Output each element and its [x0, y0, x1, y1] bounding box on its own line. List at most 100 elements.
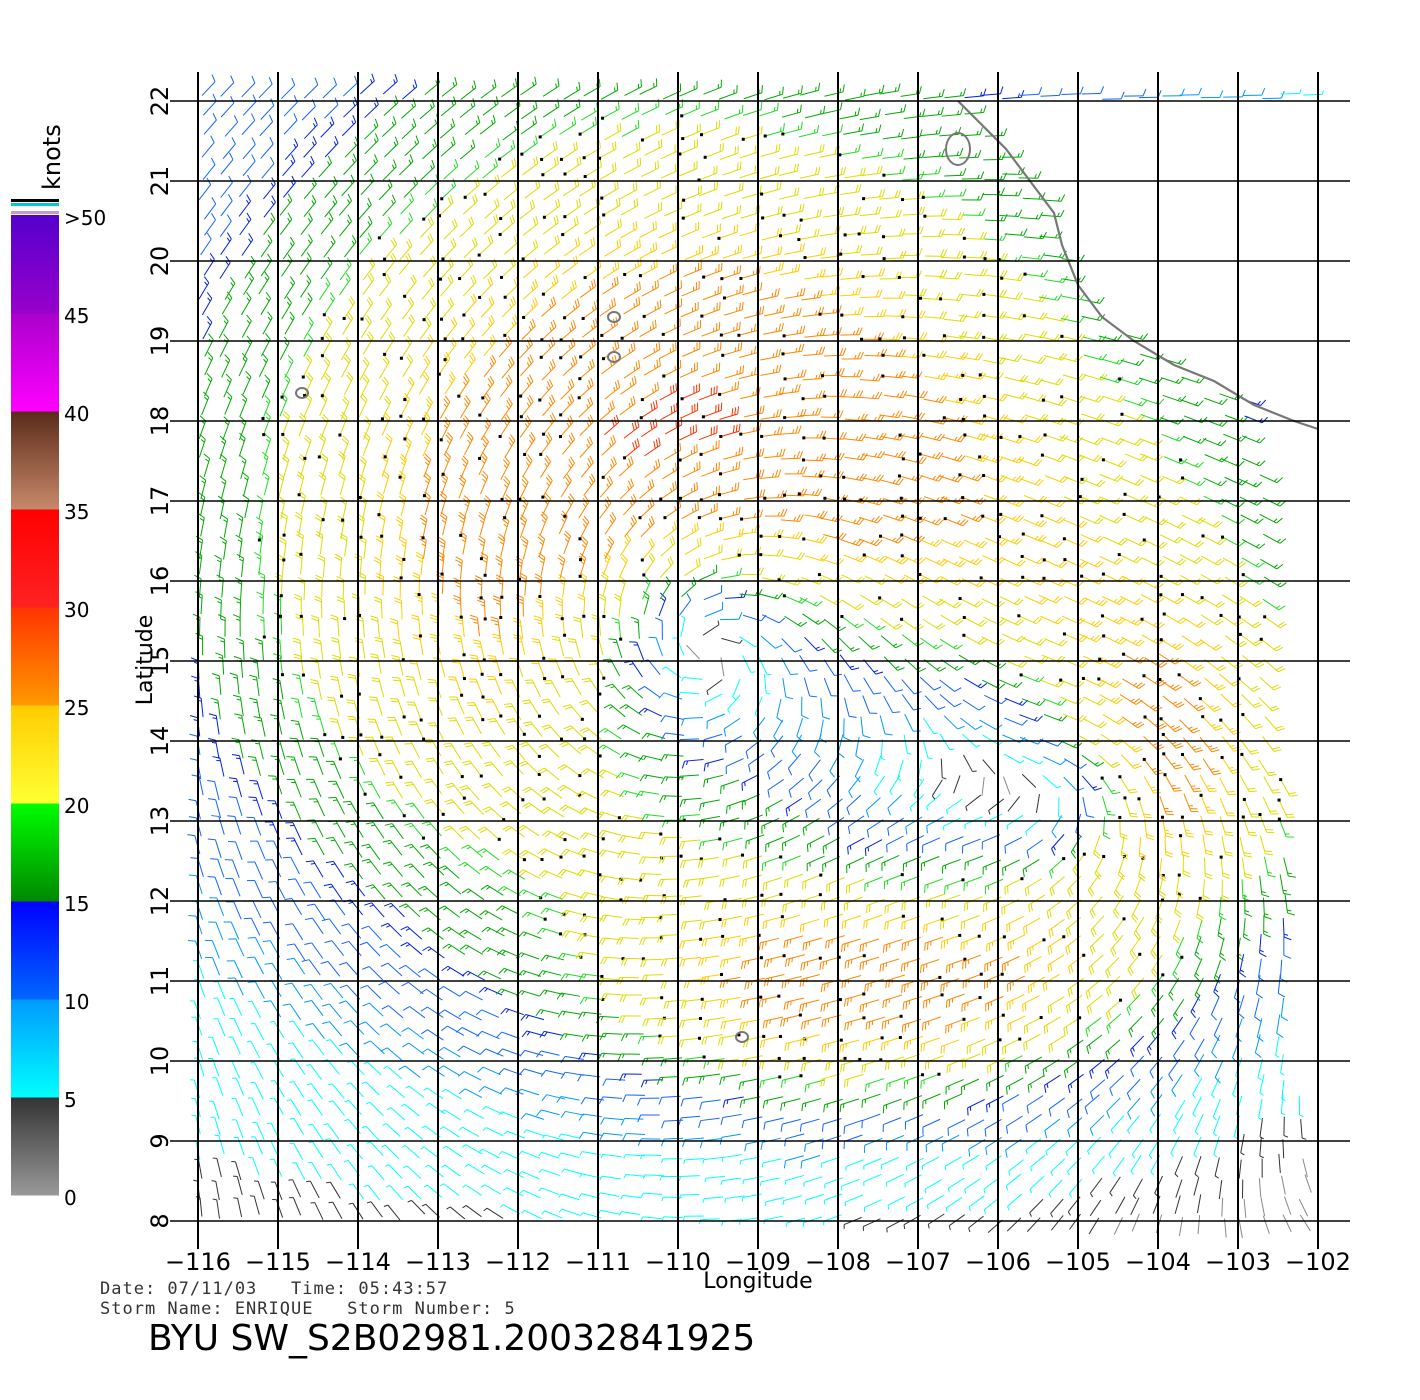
wind-barb [556, 831, 579, 839]
wind-barb [844, 1135, 862, 1149]
wind-barb [760, 1075, 781, 1088]
wind-barb [503, 121, 518, 140]
wind-barb [420, 515, 427, 539]
wind-barb [725, 1196, 745, 1203]
wind-barb [1044, 639, 1067, 646]
wind-barb [1023, 996, 1040, 1012]
wind-barb [982, 290, 1006, 297]
wind-barb [765, 509, 787, 516]
wind-barb [788, 754, 800, 775]
wind-barb [1020, 212, 1042, 219]
wind-barb [920, 127, 941, 136]
wind-barb [844, 897, 862, 911]
wind-barb [225, 878, 240, 896]
wind-barb [305, 918, 323, 934]
wind-barb [263, 312, 272, 335]
wind-barb [201, 233, 212, 255]
wind-barb [602, 276, 618, 294]
wind-barb [263, 897, 279, 914]
wind-barb [1241, 694, 1262, 707]
wind-barb [863, 1036, 884, 1050]
wind-barb [1239, 1160, 1241, 1179]
wind-barb [640, 320, 657, 337]
wind-barb [1237, 677, 1260, 691]
wind-barb [1222, 515, 1245, 524]
wind-barb [1003, 777, 1010, 795]
wind-barb [501, 158, 516, 177]
wind-barb [362, 1126, 379, 1140]
wind-barb [725, 365, 744, 378]
wind-barb [703, 1197, 723, 1203]
wind-barb [942, 1135, 959, 1151]
wind-barb [1061, 697, 1084, 704]
wind-barb [228, 1061, 240, 1078]
wind-barb [1123, 513, 1147, 522]
wind-barb [1163, 520, 1186, 528]
wind-barb [1005, 877, 1024, 894]
wind-barb [841, 370, 863, 377]
wind-barb [308, 1124, 323, 1140]
wind-barb [640, 775, 663, 781]
wind-barb [460, 140, 475, 160]
wind-barb [234, 1137, 245, 1155]
wind-barb [1044, 353, 1067, 360]
wind-barb [631, 617, 639, 639]
wind-barb [242, 114, 255, 135]
wind-barb [362, 1003, 383, 1016]
wind-barb [620, 705, 642, 716]
wind-barb [378, 513, 385, 537]
wind-barb [560, 142, 577, 161]
wind-barb [983, 414, 1008, 421]
wind-barb [701, 462, 719, 476]
wind-barb [539, 433, 552, 456]
wind-barb [500, 1205, 520, 1214]
wind-barb [1006, 1139, 1022, 1157]
wind-barb [1024, 331, 1047, 338]
wind-barb [503, 495, 511, 520]
wind-barb [1064, 759, 1086, 769]
wind-barb [215, 1135, 225, 1154]
wind-barb [205, 352, 213, 375]
wind-barb [225, 392, 232, 415]
wind-barb [1110, 1075, 1124, 1095]
wind-barb [477, 849, 499, 860]
wind-barb [208, 839, 221, 858]
wind-barb [679, 1017, 702, 1028]
wind-barb [1003, 313, 1026, 320]
wind-barb [382, 1006, 403, 1018]
wind-barb [1114, 876, 1122, 899]
wind-barb [475, 576, 483, 600]
wind-barb [283, 857, 299, 874]
wind-barb [1080, 619, 1103, 627]
wind-barb [883, 1118, 901, 1133]
wind-barb [438, 1047, 461, 1057]
wind-barb [801, 1017, 821, 1029]
wind-barb [364, 1185, 380, 1200]
wind-barb [982, 188, 1004, 195]
wind-barb [1007, 995, 1024, 1011]
wind-barb [1024, 232, 1047, 239]
wind-barb [902, 599, 924, 609]
wind-barb [324, 884, 342, 900]
wind-barb [541, 699, 559, 715]
wind-barb [922, 190, 945, 199]
wind-barb [1068, 1118, 1082, 1138]
wind-barb [1127, 995, 1140, 1016]
wind-barb [783, 489, 807, 497]
wind-barb [291, 720, 304, 739]
wind-barb [1152, 955, 1162, 977]
wind-barb [1220, 938, 1226, 961]
wind-barb [558, 575, 565, 598]
wind-barb [1283, 1215, 1291, 1232]
wind-barb [681, 383, 700, 400]
wind-barb [540, 455, 550, 477]
wind-barb [261, 395, 270, 420]
wind-barb [464, 432, 473, 455]
wind-barb [864, 433, 887, 440]
wind-barb [721, 126, 739, 140]
wind-barb [262, 412, 270, 437]
wind-barb [662, 184, 679, 200]
wind-barb [318, 434, 326, 459]
wind-barb [455, 557, 462, 580]
wind-barb [1124, 89, 1146, 96]
